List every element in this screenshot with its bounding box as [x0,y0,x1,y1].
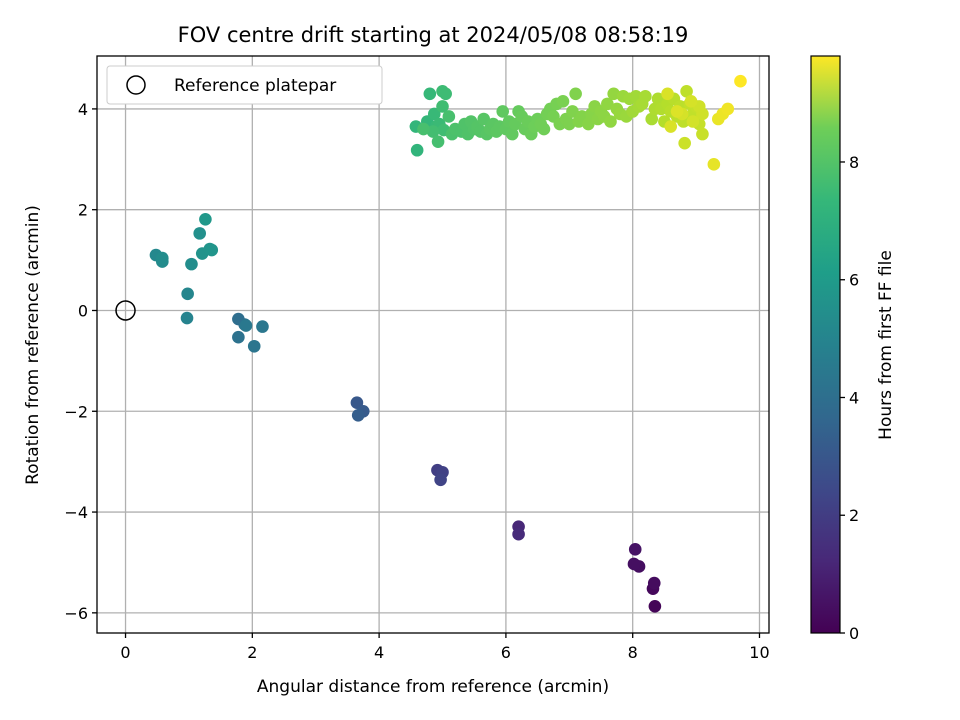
y-tick-label: 2 [78,201,88,220]
data-point [199,212,212,226]
data-point [566,105,579,118]
y-tick-label: −6 [64,604,88,623]
data-point [232,330,245,344]
data-point [556,95,570,108]
data-point [607,87,620,101]
data-point [696,127,709,141]
data-point [436,100,449,113]
data-point [734,74,747,88]
colorbar-tick-label: 4 [849,388,859,407]
axis-ticks: 0 2 4 6 8 10 −6 −4 −2 0 2 4 [64,100,769,662]
data-point [670,105,684,118]
y-tick-label: 0 [78,301,88,320]
data-point [239,319,253,332]
data-point [256,320,269,333]
legend-marker-reference [126,75,146,95]
data-point [627,557,641,571]
data-point [439,87,452,101]
data-point [423,87,437,101]
x-axis-label: Angular distance from reference (arcmin) [257,677,609,697]
data-point [505,127,519,141]
colorbar-tick-label: 0 [849,624,859,643]
colorbar-tick-label: 8 [849,153,859,172]
data-point [496,105,510,118]
data-point [155,251,169,265]
legend-label-reference: Reference platepar [174,76,336,96]
data-point [601,97,614,111]
x-tick-label: 6 [501,643,511,662]
data-point [351,409,365,422]
data-point [426,125,440,138]
reference-marker [115,300,136,321]
data-point [185,257,198,271]
data-point [434,473,447,487]
data-point [628,543,642,556]
data-point [563,117,576,131]
y-axis-label: Rotation from reference (arcmin) [23,205,43,485]
data-point [604,115,617,128]
y-tick-label: −2 [64,402,88,421]
data-point [582,117,595,131]
data-point [427,107,441,121]
data-point [647,576,661,590]
colorbar-tick-label: 6 [849,271,859,290]
data-point [686,115,700,128]
data-point [569,87,582,101]
data-point [417,122,430,136]
legend-box [106,65,383,105]
colorbar-tick-label: 2 [849,506,859,525]
plot-frame [96,55,770,634]
x-tick-label: 2 [247,643,257,662]
chart-title: FOV centre drift starting at 2024/05/08 … [178,23,689,47]
x-tick-label: 8 [628,643,638,662]
data-point [205,243,219,257]
data-point [661,87,674,101]
colorbar-label: Hours from first FF file [876,250,896,440]
data-point [651,92,665,106]
data-point [193,227,207,240]
data-points [149,74,747,613]
data-point [678,136,691,150]
data-point [181,287,194,301]
x-tick-label: 10 [749,643,769,662]
colorbar: 0 2 4 6 8 Hours from first FF file [810,55,896,643]
colorbar-gradient [810,55,841,634]
x-tick-label: 4 [374,643,384,662]
data-point [431,135,445,148]
y-tick-label: 4 [78,100,88,119]
data-point [664,120,678,133]
data-point [442,110,456,123]
data-point [410,143,424,157]
data-point [684,95,698,108]
data-point [247,339,261,353]
data-point [180,311,194,325]
data-point [721,102,735,116]
reference-marker-layer [115,300,136,321]
data-point [645,112,659,126]
grid-layer [97,56,769,633]
data-point [648,599,662,613]
x-tick-label: 0 [120,643,130,662]
data-point [512,527,525,541]
data-point [680,84,693,98]
data-point [707,158,721,171]
data-point [639,90,652,103]
colorbar-ticks: 0 2 4 6 8 [840,153,859,643]
data-point [477,112,491,126]
y-tick-label: −4 [64,503,88,522]
data-point [537,122,551,136]
legend: Reference platepar [106,65,383,105]
